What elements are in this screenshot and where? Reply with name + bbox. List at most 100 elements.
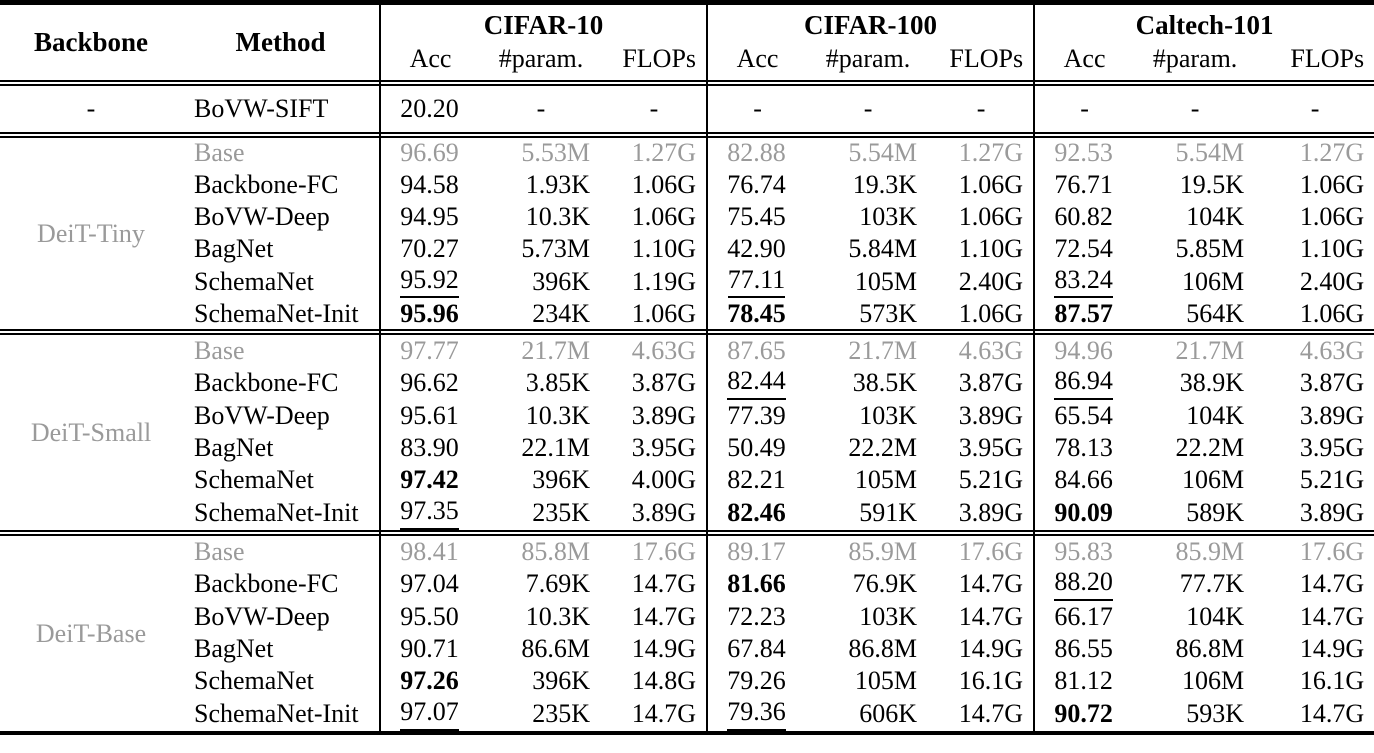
header-method: Method — [235, 26, 326, 57]
cell-param: 104K — [1186, 401, 1245, 431]
cell-acc: 86.94 — [1033, 366, 1135, 401]
cell-acc: 77.39 — [706, 400, 808, 433]
cell-acc: 95.61 — [379, 400, 480, 433]
second-best-value: 88.20 — [1054, 567, 1113, 602]
backbone-cell: DeiT-Small — [30, 417, 152, 447]
cell-param: 86.8M — [1175, 634, 1245, 664]
cell-acc: 84.66 — [1033, 464, 1135, 497]
cell-acc: 96.62 — [379, 366, 480, 401]
method-cell: SchemaNet-Init — [194, 498, 359, 528]
cell-flops: - — [649, 93, 659, 123]
table-row: SchemaNet-Init 97.07 235K 14.7G 79.36 606K 14.… — [0, 697, 1374, 733]
second-best-value: 97.07 — [400, 697, 459, 731]
cell-param: 235K — [532, 699, 590, 729]
header-acc: Acc — [379, 42, 480, 81]
cell-acc: 82.88 — [706, 136, 808, 169]
cell-flops: 3.89G — [631, 498, 697, 528]
divider-segment — [602, 79, 708, 86]
header-flops: FLOPs — [949, 44, 1024, 74]
cell-acc: 98.41 — [379, 535, 480, 568]
backbone-cell: DeiT-Base — [35, 618, 147, 648]
cell-flops: 1.27G — [631, 138, 697, 168]
table-row: BagNet 83.90 22.1M 3.95G 50.49 22.2M 3.95G 78.1… — [0, 432, 1374, 465]
cell-param: 5.53M — [521, 138, 590, 168]
method-cell: SchemaNet-Init — [194, 298, 359, 328]
cell-acc: 77.11 — [706, 264, 808, 299]
cell-param: - — [536, 93, 546, 123]
cell-flops: 3.89G — [1299, 401, 1365, 431]
cell-acc: 89.17 — [706, 535, 808, 568]
divider-segment — [807, 131, 930, 138]
cell-flops: 3.87G — [1299, 368, 1365, 398]
cell-param: 19.3K — [852, 169, 918, 199]
cell-flops: 14.7G — [958, 569, 1024, 599]
divider-segment — [480, 79, 602, 86]
cell-param: 106M — [1181, 266, 1245, 296]
divider-segment — [379, 329, 480, 336]
cell-param: 564K — [1186, 298, 1245, 328]
cell-acc: 20.20 — [379, 84, 480, 133]
cell-param: 5.85M — [1175, 233, 1245, 263]
divider-segment — [1033, 530, 1135, 537]
divider-segment — [1256, 530, 1374, 537]
divider-segment — [929, 329, 1035, 336]
divider-segment — [480, 131, 602, 138]
cell-param: 591K — [859, 498, 918, 528]
cell-acc: 70.27 — [379, 232, 480, 265]
cell-acc: 82.44 — [706, 366, 808, 401]
cell-acc: 87.65 — [706, 334, 808, 367]
cell-param: 5.54M — [1175, 138, 1245, 168]
method-cell: BagNet — [194, 433, 274, 463]
cell-param: 21.7M — [521, 335, 590, 365]
divider-segment — [182, 329, 380, 336]
method-cell: SchemaNet — [194, 666, 314, 696]
cell-param: 77.7K — [1179, 569, 1245, 599]
cell-acc: 96.69 — [379, 136, 480, 169]
second-best-value: 97.35 — [400, 496, 459, 531]
cell-acc: 97.04 — [379, 567, 480, 602]
divider-segment — [1134, 329, 1257, 336]
section-divider-rule — [0, 329, 1374, 336]
cell-acc: 88.20 — [1033, 567, 1135, 602]
cell-param: 105M — [854, 266, 918, 296]
divider-segment — [929, 79, 1035, 86]
method-cell: Base — [194, 138, 245, 168]
cell-acc: 79.26 — [706, 665, 808, 698]
cell-param: 103K — [859, 602, 918, 632]
cell-flops: 1.06G — [631, 169, 697, 199]
cell-flops: 3.95G — [1299, 433, 1365, 463]
header-backbone: Backbone — [33, 26, 149, 57]
section-divider-rule — [0, 530, 1374, 537]
cell-param: 105M — [854, 666, 918, 696]
header-acc: Acc — [706, 42, 808, 81]
cell-flops: 14.7G — [631, 699, 697, 729]
cell-acc: 83.24 — [1033, 264, 1135, 299]
cell-acc: 95.50 — [379, 601, 480, 634]
cell-param: 76.9K — [852, 569, 918, 599]
method-cell: BagNet — [194, 634, 274, 664]
method-cell: BoVW-SIFT — [194, 93, 329, 123]
second-best-value: 77.11 — [727, 265, 786, 299]
cell-flops: 1.10G — [1299, 233, 1365, 263]
cell-flops: - — [976, 93, 986, 123]
cell-param: 3.85K — [525, 368, 590, 398]
divider-segment — [1134, 530, 1257, 537]
cell-acc: 42.90 — [706, 232, 808, 265]
cell-param: - — [1190, 93, 1200, 123]
cell-param: 105M — [854, 465, 918, 495]
divider-segment — [1134, 79, 1257, 86]
divider-segment — [1134, 131, 1257, 138]
divider-segment — [379, 79, 480, 86]
cell-acc: 79.36 — [706, 697, 808, 733]
cell-flops: 3.95G — [631, 433, 697, 463]
header-dataset-caltech101: Caltech-101 — [1033, 2, 1374, 43]
divider-segment — [480, 530, 602, 537]
header-flops: FLOPs — [622, 44, 697, 74]
method-cell: SchemaNet-Init — [194, 699, 359, 729]
cell-acc: 97.26 — [379, 665, 480, 698]
cell-acc: 81.66 — [706, 567, 808, 602]
cell-acc: 95.92 — [379, 264, 480, 299]
cell-acc: 90.71 — [379, 633, 480, 666]
cell-param: 85.8M — [521, 536, 590, 566]
